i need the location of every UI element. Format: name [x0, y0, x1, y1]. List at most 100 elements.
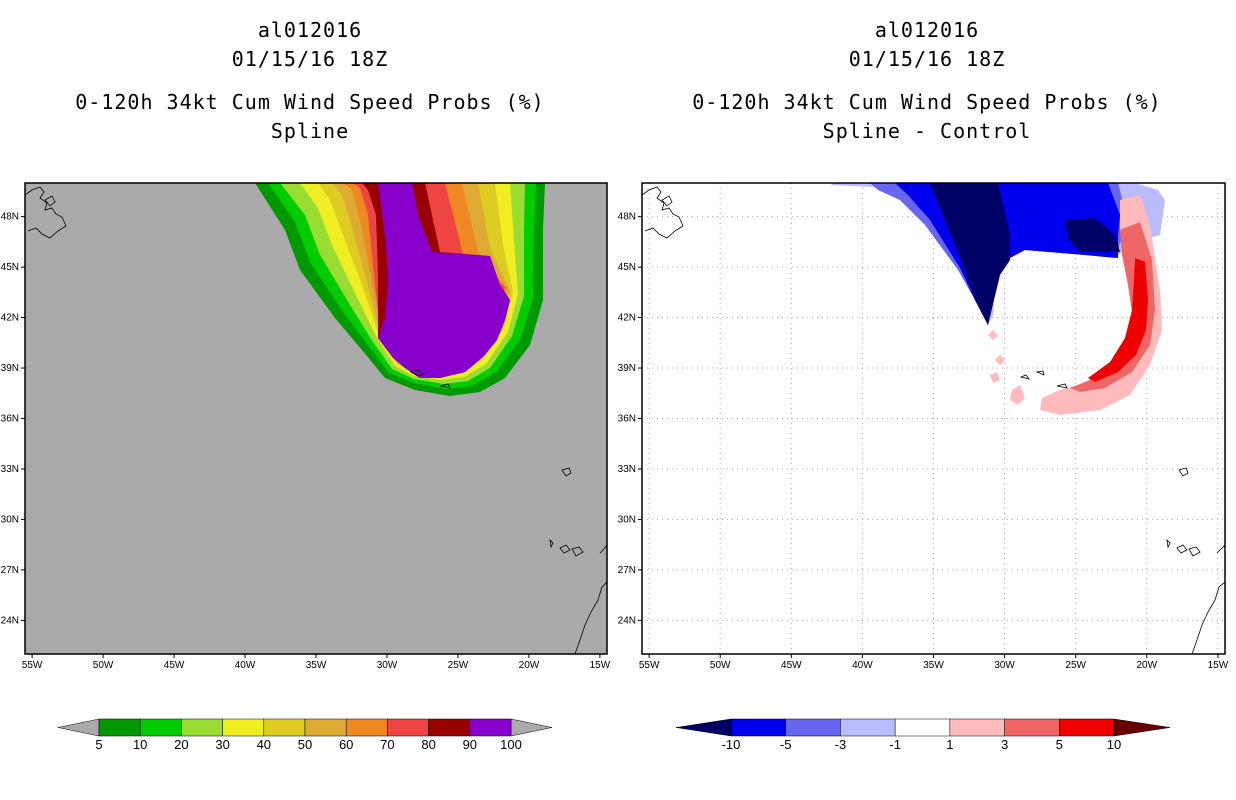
left-colorbar-box-9 — [469, 718, 512, 737]
left-y-tick-label-7: 27N — [1, 565, 19, 576]
left-y-tick-label-6: 30N — [1, 514, 19, 525]
left-colorbar-box-1 — [139, 718, 182, 737]
right-axes: 55W 50W 45W 40W 35W 30W 25W 20W 15W 48N 45N 42N 39N 3… — [618, 212, 1229, 671]
right-y-tick-label-6: 30N — [618, 514, 636, 525]
right-coastlines — [642, 186, 1225, 654]
right-colorbar-label-3: -1 — [889, 737, 901, 752]
right-colorbar-box-6 — [1059, 718, 1115, 737]
left-colorbar-label-10: 100 — [500, 737, 522, 752]
right-colorbar-box-5 — [1004, 718, 1060, 737]
left-x-tick-label-3: 40W — [235, 660, 256, 671]
right-colorbar-label-6: 5 — [1056, 737, 1063, 752]
left-y-tick-label-2: 42N — [1, 313, 19, 324]
left-title-product: 0-120h 34kt Cum Wind Speed Probs (%) — [75, 90, 545, 114]
right-x-tick-label-6: 25W — [1065, 660, 1086, 671]
left-y-tick-label-3: 39N — [1, 363, 19, 374]
right-colorbar-under-arrow — [675, 718, 732, 737]
left-colorbar-box-8 — [428, 718, 471, 737]
left-colorbar-label-9: 90 — [463, 737, 477, 752]
left-y-tick-label-8: 24N — [1, 615, 19, 626]
left-colorbar-label-4: 40 — [257, 737, 271, 752]
right-title-storm: al012016 — [874, 18, 980, 42]
left-colorbar-box-6 — [345, 718, 388, 737]
left-title-method: Spline — [270, 119, 350, 143]
left-title: al012016 01/15/16 18Z 0-120h 34kt Cum Wi… — [20, 16, 600, 146]
left-x-tick-label-8: 15W — [590, 660, 611, 671]
left-colorbar-label-1: 10 — [133, 737, 147, 752]
left-probability-field — [25, 183, 607, 654]
left-colorbar: 5 10 20 30 40 50 60 70 80 90 100 — [57, 718, 553, 752]
left-title-date: 01/15/16 18Z — [231, 47, 389, 71]
right-title-method: Spline - Control — [822, 119, 1032, 143]
right-colorbar-box-0 — [730, 718, 786, 737]
diff-minus-10-area-east — [1065, 218, 1120, 252]
right-colorbar-label-2: -3 — [835, 737, 847, 752]
right-y-tick-label-8: 24N — [618, 615, 636, 626]
right-x-tick-label-4: 35W — [923, 660, 944, 671]
left-x-tick-label-1: 50W — [93, 660, 114, 671]
right-y-tick-label-5: 33N — [618, 464, 636, 475]
right-y-tick-label-1: 45N — [618, 262, 636, 273]
right-colorbar-over-arrow — [1113, 718, 1171, 737]
left-title-storm: al012016 — [257, 18, 363, 42]
right-x-tick-label-0: 55W — [639, 660, 660, 671]
right-title: al012016 01/15/16 18Z 0-120h 34kt Cum Wi… — [637, 16, 1217, 146]
right-y-tick-label-0: 48N — [618, 212, 636, 223]
right-colorbar-label-4: 1 — [946, 737, 953, 752]
diff-plus-1-spot-3 — [990, 372, 1000, 383]
right-panel: 55W 50W 45W 40W 35W 30W 25W 20W 15W 48N 45N 42N 39N 3… — [618, 182, 1229, 671]
left-coastlines — [25, 186, 607, 654]
right-x-tick-label-5: 30W — [994, 660, 1015, 671]
left-x-tick-label-6: 25W — [448, 660, 469, 671]
left-panel: 55W 50W 45W 40W 35W 30W 25W 20W 15W 48N 45N 42N 39N 3… — [1, 182, 611, 671]
left-y-tick-label-1: 45N — [1, 262, 19, 273]
right-colorbar-box-3 — [894, 718, 951, 737]
left-x-tick-label-7: 20W — [519, 660, 540, 671]
right-x-tick-label-1: 50W — [710, 660, 731, 671]
left-colorbar-label-0: 5 — [95, 737, 102, 752]
right-x-tick-label-8: 15W — [1208, 660, 1229, 671]
left-y-tick-label-4: 36N — [1, 414, 19, 425]
right-title-product: 0-120h 34kt Cum Wind Speed Probs (%) — [692, 90, 1162, 114]
right-colorbar-box-2 — [840, 718, 896, 737]
diff-plus-5-area — [1088, 258, 1148, 382]
right-x-tick-label-7: 20W — [1137, 660, 1158, 671]
left-colorbar-over-arrow — [510, 718, 553, 737]
left-colorbar-label-5: 50 — [298, 737, 312, 752]
left-y-tick-label-5: 33N — [1, 464, 19, 475]
right-colorbar-label-0: -10 — [722, 737, 741, 752]
right-colorbar-label-1: -5 — [780, 737, 792, 752]
right-y-tick-label-4: 36N — [618, 414, 636, 425]
right-y-tick-label-7: 27N — [618, 565, 636, 576]
right-x-tick-label-3: 40W — [852, 660, 873, 671]
left-x-tick-label-4: 35W — [306, 660, 327, 671]
prob-90-100-area — [378, 183, 510, 378]
left-colorbar-under-arrow — [57, 718, 100, 737]
left-colorbar-label-8: 80 — [421, 737, 435, 752]
right-colorbar-label-5: 3 — [1001, 737, 1008, 752]
left-x-tick-label-2: 45W — [164, 660, 185, 671]
left-colorbar-label-2: 20 — [174, 737, 188, 752]
right-colorbar: -10 -5 -3 -1 1 3 5 10 — [675, 718, 1171, 752]
left-x-tick-label-0: 55W — [22, 660, 43, 671]
left-colorbar-box-2 — [181, 718, 223, 737]
left-x-tick-label-5: 30W — [377, 660, 398, 671]
diff-plus-1-spot-1 — [995, 355, 1005, 365]
left-colorbar-label-7: 70 — [380, 737, 394, 752]
left-colorbar-box-7 — [387, 718, 429, 737]
right-title-date: 01/15/16 18Z — [848, 47, 1006, 71]
left-colorbar-box-5 — [304, 718, 347, 737]
left-colorbar-label-6: 60 — [339, 737, 353, 752]
left-colorbar-label-3: 30 — [215, 737, 229, 752]
left-colorbar-box-4 — [263, 718, 306, 737]
right-x-tick-label-2: 45W — [781, 660, 802, 671]
left-colorbar-box-0 — [98, 718, 141, 737]
left-axes: 55W 50W 45W 40W 35W 30W 25W 20W 15W 48N 45N 42N 39N 3… — [1, 212, 611, 671]
right-colorbar-box-4 — [949, 718, 1005, 737]
right-y-tick-label-3: 39N — [618, 363, 636, 374]
left-colorbar-box-3 — [222, 718, 265, 737]
right-y-tick-label-2: 42N — [618, 313, 636, 324]
diff-plus-1-spot-4 — [1010, 385, 1025, 405]
left-y-tick-label-0: 48N — [1, 212, 19, 223]
